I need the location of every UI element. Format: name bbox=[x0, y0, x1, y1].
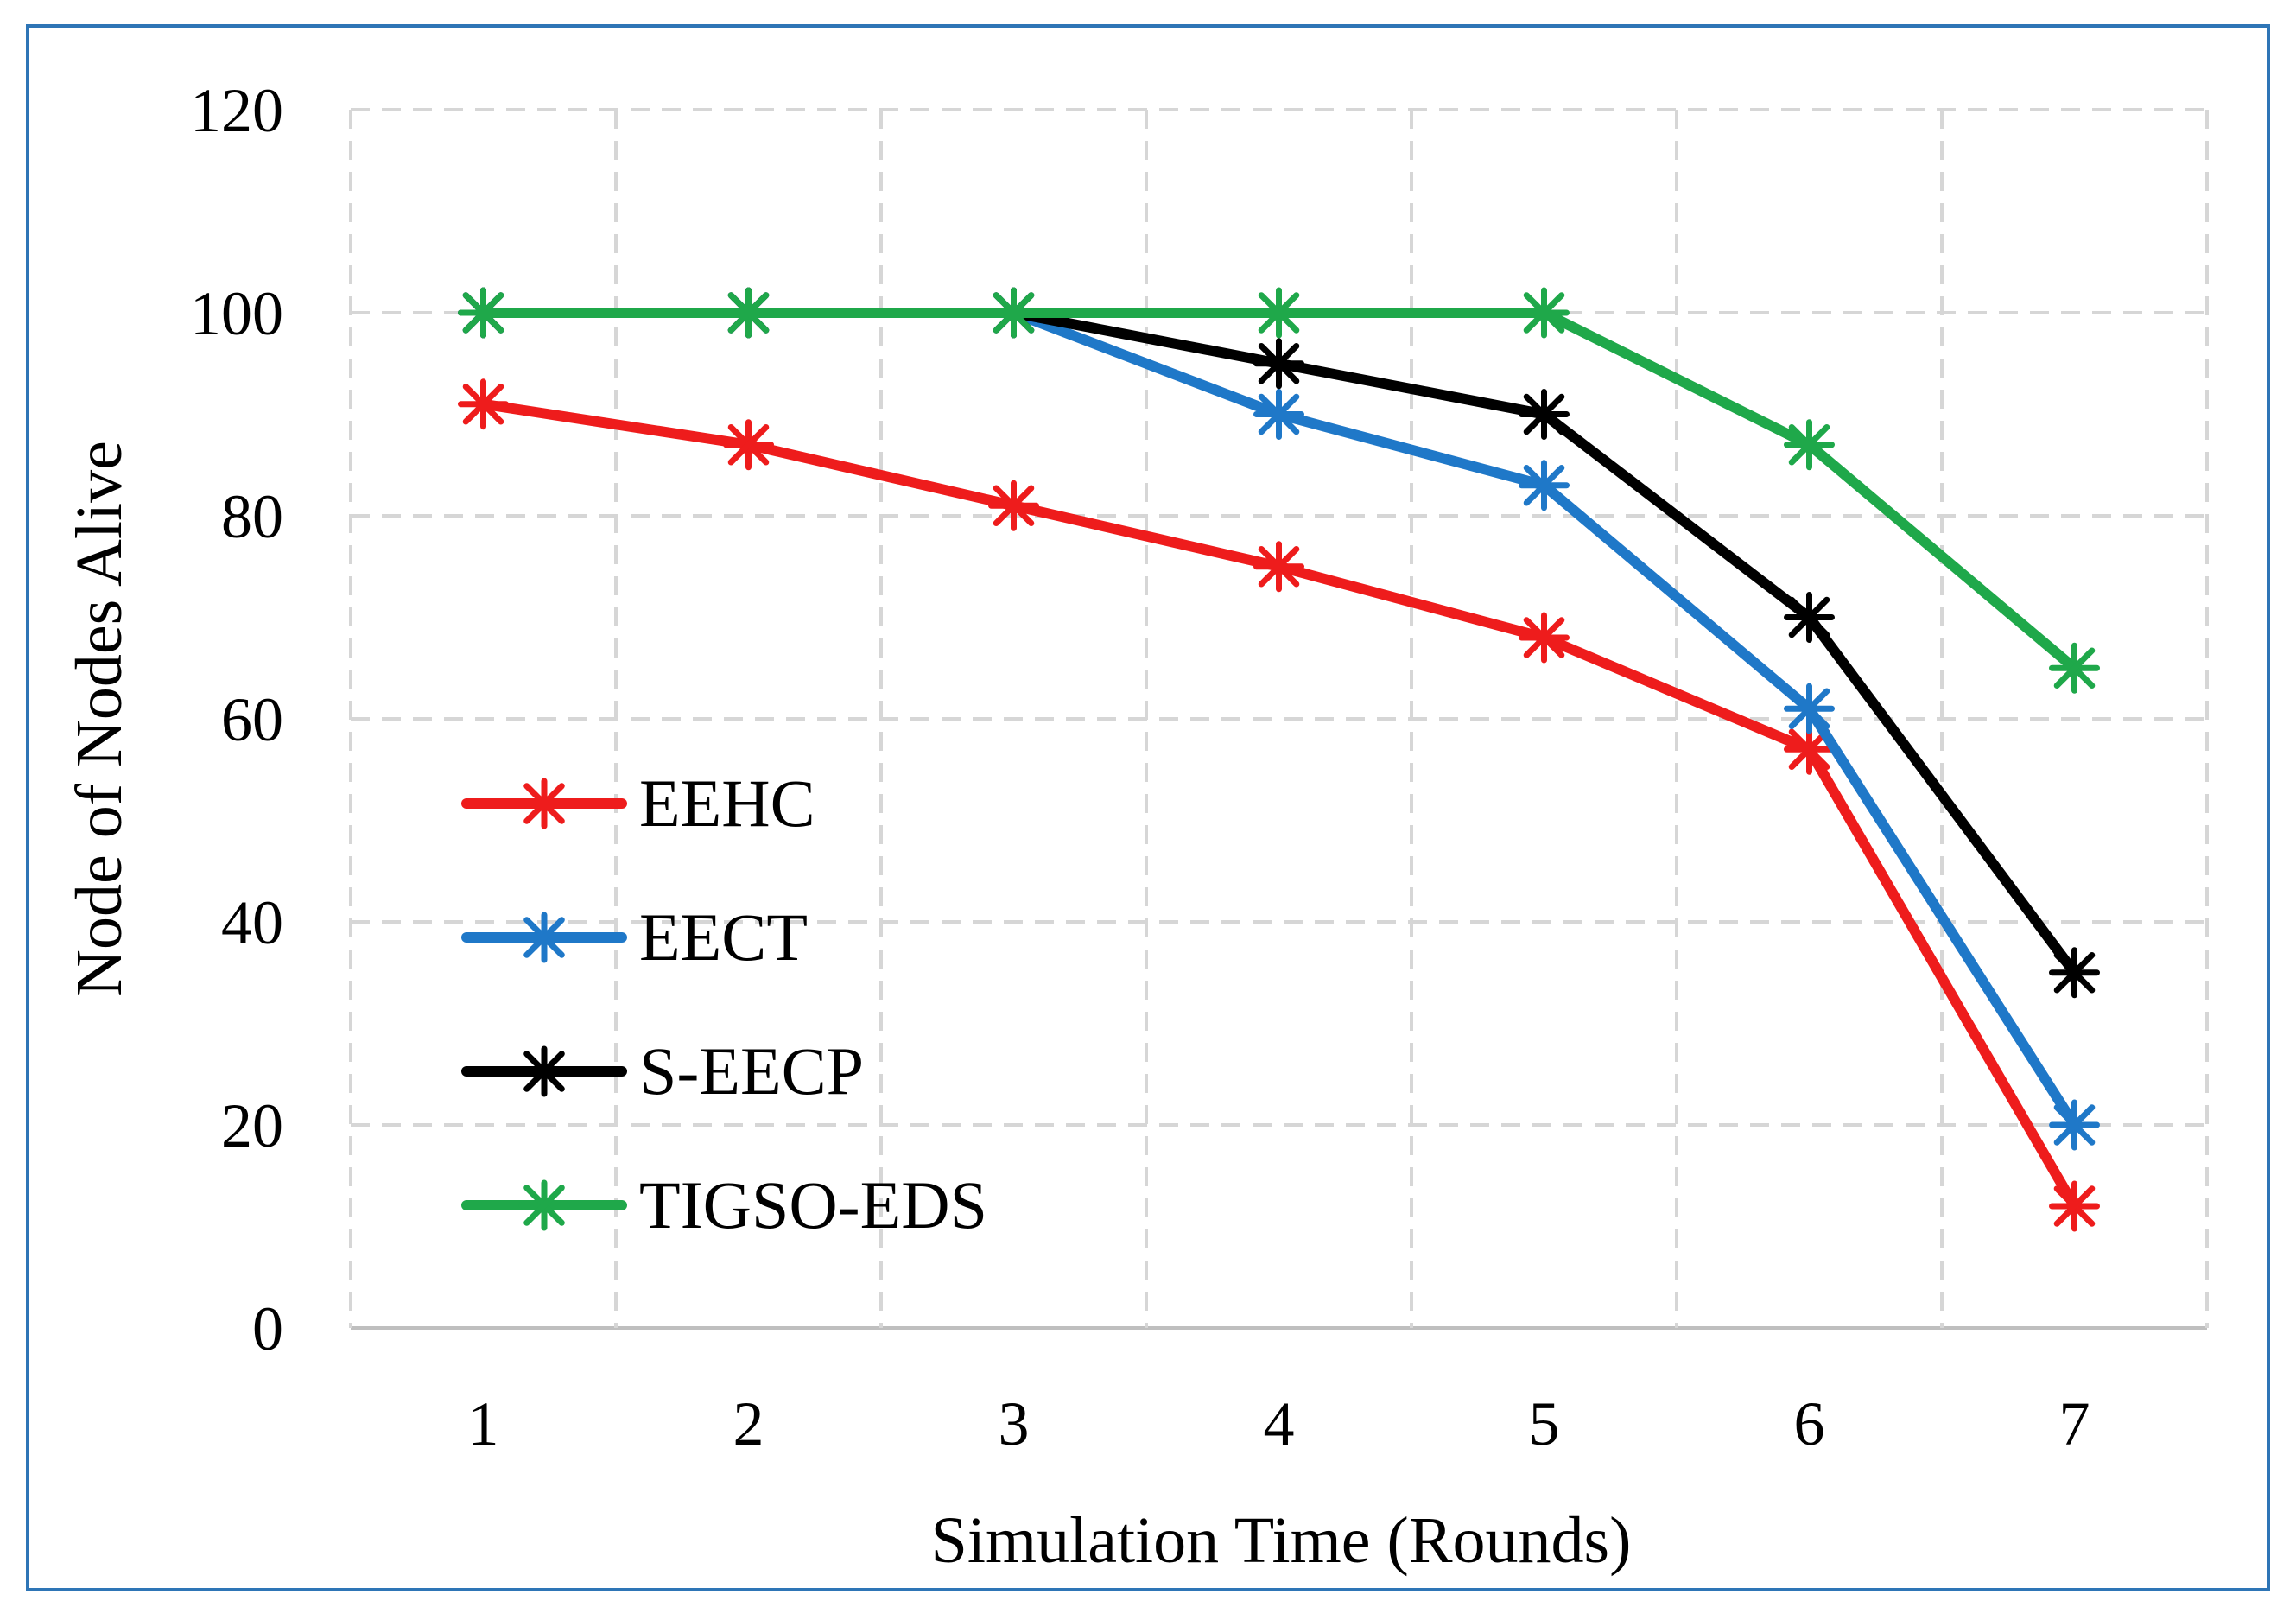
data-point-eehc bbox=[723, 419, 774, 471]
data-point-eehc bbox=[1519, 612, 1570, 664]
legend-marker bbox=[518, 1179, 570, 1231]
y-tick-label: 80 bbox=[221, 482, 283, 551]
data-point-eect bbox=[1784, 683, 1835, 734]
data-point-tigso-eds bbox=[988, 287, 1039, 339]
legend-label: EECT bbox=[639, 899, 808, 975]
data-point-s-eecp bbox=[1784, 592, 1835, 643]
data-point-s-eecp bbox=[2049, 947, 2100, 999]
y-tick-label: 60 bbox=[221, 685, 283, 754]
data-point-eect bbox=[2049, 1099, 2100, 1151]
x-tick-label: 1 bbox=[468, 1389, 499, 1458]
x-tick-label: 3 bbox=[999, 1389, 1030, 1458]
legend-marker bbox=[518, 1045, 570, 1097]
data-point-tigso-eds bbox=[2049, 642, 2100, 694]
y-axis-ticks: 0 20 40 60 80 100 120 bbox=[190, 76, 283, 1363]
legend-item-eehc: EEHC bbox=[461, 766, 815, 841]
legend-label: S-EECP bbox=[639, 1033, 864, 1109]
data-point-eehc bbox=[1253, 541, 1304, 593]
x-axis-title: Simulation Time (Rounds) bbox=[931, 1504, 1632, 1577]
legend-item-eect: EECT bbox=[461, 899, 808, 975]
data-point-s-eecp bbox=[1519, 389, 1570, 440]
data-point-s-eecp bbox=[1253, 338, 1304, 390]
legend: EEHC EECT S-EECP TIGSO-EDS bbox=[461, 766, 987, 1242]
data-point-eehc bbox=[2049, 1180, 2100, 1232]
x-tick-label: 7 bbox=[2059, 1389, 2090, 1458]
data-point-tigso-eds bbox=[1519, 287, 1570, 339]
x-tick-label: 5 bbox=[1529, 1389, 1560, 1458]
x-axis-ticks: 1 2 3 4 5 6 7 bbox=[468, 1389, 2090, 1458]
x-tick-label: 4 bbox=[1264, 1389, 1295, 1458]
data-point-eect bbox=[1253, 389, 1304, 440]
series-group bbox=[458, 287, 2100, 1232]
y-tick-label: 40 bbox=[221, 888, 283, 957]
data-point-tigso-eds bbox=[723, 287, 774, 339]
data-point-tigso-eds bbox=[1784, 419, 1835, 471]
legend-marker bbox=[518, 778, 570, 829]
data-point-eect bbox=[1519, 460, 1570, 511]
data-point-tigso-eds bbox=[458, 287, 509, 339]
legend-label: TIGSO-EDS bbox=[639, 1167, 987, 1242]
data-point-eehc bbox=[988, 480, 1039, 531]
data-point-tigso-eds bbox=[1253, 287, 1304, 339]
y-tick-label: 100 bbox=[190, 279, 283, 348]
legend-marker bbox=[518, 912, 570, 963]
x-tick-label: 2 bbox=[733, 1389, 764, 1458]
y-tick-label: 120 bbox=[190, 76, 283, 145]
legend-item-tigso-eds: TIGSO-EDS bbox=[461, 1167, 987, 1242]
y-tick-label: 0 bbox=[252, 1294, 283, 1363]
legend-label: EEHC bbox=[639, 766, 815, 841]
x-tick-label: 6 bbox=[1794, 1389, 1825, 1458]
data-point-eehc bbox=[458, 378, 509, 430]
y-tick-label: 20 bbox=[221, 1091, 283, 1160]
data-point-eehc bbox=[1784, 723, 1835, 775]
legend-item-s-eecp: S-EECP bbox=[461, 1033, 864, 1109]
y-axis-title: Node of Nodes Alive bbox=[63, 441, 136, 997]
